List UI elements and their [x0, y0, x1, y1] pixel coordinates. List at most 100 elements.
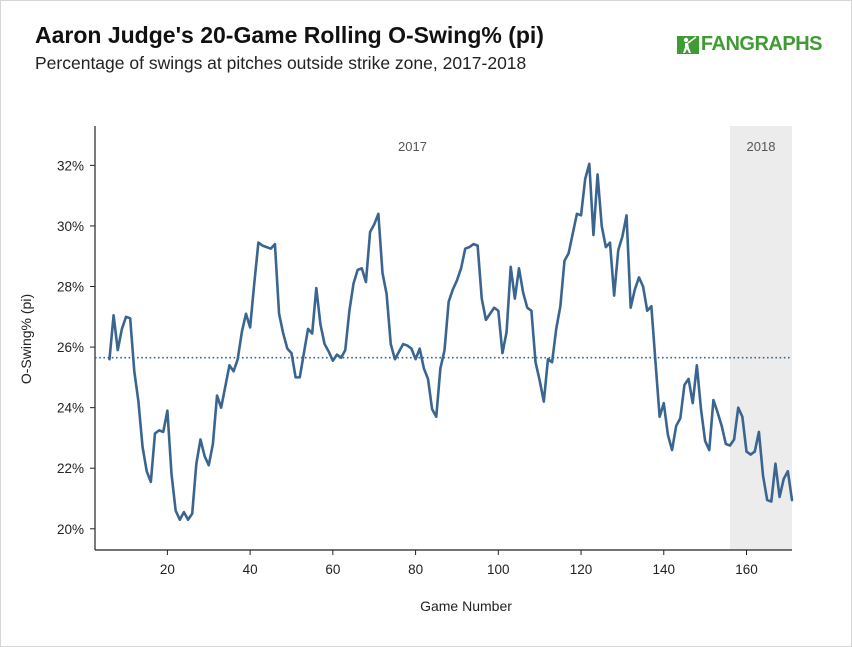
data-point — [633, 288, 636, 291]
data-point — [724, 443, 727, 445]
data-point — [166, 409, 169, 412]
region-labels: 2017 2018 — [398, 139, 775, 154]
data-point — [137, 400, 140, 403]
data-point — [302, 352, 305, 355]
data-point — [588, 162, 591, 165]
data-point — [662, 402, 665, 405]
x-tick-label: 120 — [570, 562, 593, 577]
x-tick-label: 40 — [243, 562, 258, 577]
data-point — [687, 377, 690, 380]
data-point — [741, 415, 744, 418]
data-point — [422, 367, 425, 370]
data-point — [220, 406, 223, 409]
data-point — [261, 244, 264, 247]
data-point — [629, 306, 632, 309]
data-point — [530, 309, 533, 312]
data-point — [791, 499, 793, 501]
data-point — [782, 477, 785, 480]
data-point — [786, 470, 789, 473]
data-point — [683, 384, 686, 386]
data-point — [571, 232, 574, 235]
data-point — [178, 518, 181, 521]
data-point — [174, 509, 177, 512]
data-point — [253, 282, 256, 285]
data-point — [108, 358, 111, 361]
data-point — [120, 328, 123, 330]
data-point — [518, 267, 520, 270]
region-label-2017: 2017 — [398, 139, 427, 154]
data-point — [580, 214, 582, 217]
data-point — [766, 499, 769, 501]
chart-subtitle: Percentage of swings at pitches outside … — [35, 53, 527, 73]
data-point — [708, 449, 711, 451]
data-point — [538, 379, 541, 382]
data-point — [778, 496, 781, 498]
fangraphs-logo: FANGRAPHS — [676, 33, 823, 56]
data-point — [162, 430, 165, 433]
data-point — [129, 317, 132, 320]
data-point — [125, 315, 127, 318]
data-point — [551, 361, 553, 364]
data-point — [609, 241, 611, 244]
data-point — [245, 312, 247, 315]
data-point — [443, 349, 446, 352]
x-axis-label: Game Number — [420, 598, 512, 614]
data-point — [513, 297, 516, 300]
data-point — [211, 443, 214, 445]
data-point — [145, 470, 148, 473]
data-point — [278, 312, 280, 315]
data-point — [646, 309, 649, 312]
data-point — [265, 246, 268, 249]
x-tick-label: 20 — [160, 562, 175, 577]
y-axis-label: O-Swing% (pi) — [18, 294, 34, 384]
batter-silhouette-icon — [676, 35, 699, 54]
data-point — [183, 511, 185, 514]
data-point — [236, 358, 239, 361]
data-point — [406, 344, 409, 347]
data-point — [625, 214, 628, 217]
data-point — [402, 343, 405, 345]
data-point — [737, 406, 740, 409]
data-point — [596, 173, 599, 176]
data-point — [427, 377, 429, 380]
data-point — [311, 332, 314, 335]
data-point — [733, 438, 735, 441]
x-tick-label: 80 — [408, 562, 423, 577]
data-point — [439, 367, 442, 370]
data-point — [484, 318, 487, 321]
data-point — [642, 285, 644, 288]
data-point — [431, 408, 434, 411]
data-point — [435, 415, 438, 418]
data-point — [418, 347, 421, 350]
data-point — [410, 347, 413, 350]
data-point — [348, 309, 351, 312]
y-tick-label: 26% — [57, 340, 84, 355]
y-tick-label: 22% — [57, 461, 84, 476]
data-point — [526, 306, 529, 309]
data-point — [447, 300, 450, 303]
x-tick-label: 160 — [735, 562, 758, 577]
data-point — [352, 282, 355, 285]
data-point — [534, 361, 537, 364]
data-point — [489, 312, 491, 315]
data-point — [170, 473, 173, 476]
data-point — [770, 500, 773, 503]
data-point — [654, 361, 657, 364]
data-point — [154, 432, 156, 435]
data-point — [675, 424, 678, 427]
data-point — [476, 244, 479, 247]
data-point — [187, 518, 189, 521]
data-point — [456, 279, 458, 282]
data-point — [451, 288, 454, 291]
data-point — [141, 446, 144, 448]
data-point — [712, 399, 715, 401]
x-tick-label: 60 — [325, 562, 340, 577]
data-point — [464, 247, 467, 250]
data-point — [286, 347, 289, 350]
data-point — [638, 276, 640, 279]
data-point — [584, 178, 587, 180]
data-point — [468, 246, 471, 249]
data-point — [460, 267, 462, 270]
data-point — [393, 358, 396, 361]
